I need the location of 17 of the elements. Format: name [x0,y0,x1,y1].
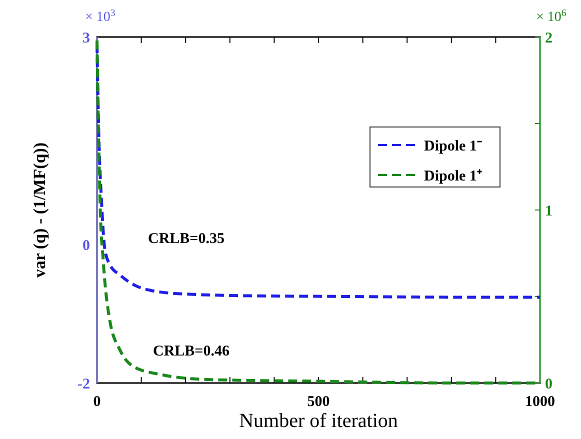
legend-label: Dipole 1⁺ [424,168,482,184]
y2-tick-label: 0 [545,376,552,392]
legend-label: Dipole 1⁻ [424,138,482,154]
annotation: CRLB=0.46 [153,343,230,360]
y-tick-label: 0 [82,238,90,254]
x-axis-title: Number of iteration [239,410,398,432]
x-tick-label: 1000 [525,394,555,410]
text: × 10$^{6}$ [536,8,566,25]
annotation: CRLB=0.35 [148,230,224,247]
y2-tick-label: 2 [545,30,552,46]
x-tick-label: 0 [93,394,101,410]
y-axis-title: var (q) - (1/MF(q)) [30,142,49,278]
y-tick-label: 3 [82,30,90,46]
y-tick-label: -2 [78,376,90,392]
text: × 10$^{3}$ [85,8,116,25]
x-tick-label: 500 [307,394,330,410]
y2-tick-label: 1 [545,203,552,220]
